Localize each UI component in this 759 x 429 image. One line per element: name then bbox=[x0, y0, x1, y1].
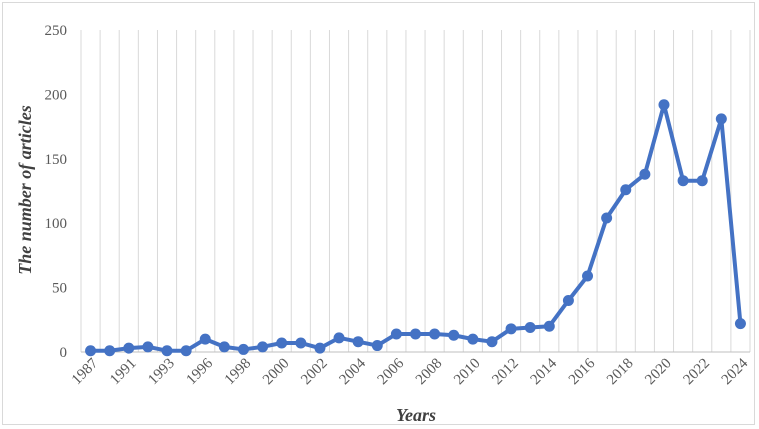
data-point bbox=[429, 328, 441, 340]
data-point bbox=[677, 175, 689, 187]
x-tick-label: 2014 bbox=[528, 355, 561, 388]
data-point bbox=[85, 345, 97, 357]
data-point bbox=[696, 175, 708, 187]
y-axis-title: The number of articles bbox=[15, 105, 35, 275]
data-point bbox=[199, 333, 211, 345]
data-point bbox=[104, 345, 116, 357]
data-point bbox=[543, 320, 555, 332]
data-point bbox=[371, 340, 383, 352]
y-tick-label: 250 bbox=[45, 23, 68, 39]
x-tick-label: 2000 bbox=[260, 356, 293, 389]
x-tick-label: 2006 bbox=[375, 355, 408, 388]
x-tick-label: 2010 bbox=[451, 356, 484, 389]
y-tick-label: 100 bbox=[45, 216, 68, 232]
x-tick-label: 1998 bbox=[222, 356, 255, 389]
x-tick-label: 2018 bbox=[604, 356, 637, 389]
y-axis-ticks: 0 50 100 150 200 250 bbox=[45, 23, 68, 361]
data-point bbox=[448, 329, 460, 341]
data-point bbox=[410, 328, 421, 340]
data-point bbox=[601, 212, 613, 224]
data-point bbox=[218, 341, 230, 353]
x-tick-label: 1991 bbox=[107, 356, 140, 389]
x-axis-ticks: 1987 1991 1993 1996 1998 2000 2002 2004 2006 2008… bbox=[69, 355, 752, 388]
x-tick-label: 2002 bbox=[298, 356, 331, 389]
x-tick-label: 2004 bbox=[336, 355, 369, 388]
data-point bbox=[582, 270, 594, 282]
x-tick-label: 2024 bbox=[719, 355, 752, 388]
data-point bbox=[390, 328, 402, 340]
series-points bbox=[85, 99, 746, 357]
data-point bbox=[257, 341, 269, 353]
data-point bbox=[715, 113, 727, 125]
y-tick-label: 150 bbox=[45, 152, 68, 168]
x-axis-title: Years bbox=[396, 405, 436, 425]
y-tick-label: 200 bbox=[45, 87, 68, 103]
data-point bbox=[180, 345, 192, 357]
x-tick-label: 1996 bbox=[184, 355, 217, 388]
gridlines bbox=[80, 30, 751, 353]
data-point bbox=[562, 294, 574, 306]
data-point bbox=[734, 318, 746, 330]
x-tick-label: 2022 bbox=[681, 356, 714, 389]
data-point bbox=[161, 345, 173, 357]
x-tick-label: 2016 bbox=[566, 355, 599, 388]
x-tick-label: 2012 bbox=[489, 356, 522, 389]
chart-frame bbox=[2, 2, 755, 425]
data-point bbox=[467, 333, 479, 345]
data-point bbox=[620, 184, 632, 196]
data-point bbox=[524, 322, 536, 334]
data-point bbox=[505, 323, 517, 335]
data-point bbox=[333, 332, 345, 344]
data-point bbox=[295, 337, 307, 349]
data-point bbox=[237, 343, 249, 355]
x-tick-label: 2020 bbox=[642, 356, 675, 389]
data-point bbox=[639, 168, 651, 180]
x-tick-label: 1987 bbox=[69, 355, 102, 388]
y-tick-label: 50 bbox=[52, 281, 67, 297]
data-point bbox=[486, 336, 498, 348]
data-point bbox=[276, 337, 288, 349]
data-point bbox=[352, 336, 364, 348]
x-tick-label: 2008 bbox=[413, 356, 446, 389]
data-point bbox=[123, 342, 135, 354]
y-tick-label: 0 bbox=[60, 345, 68, 361]
data-point bbox=[658, 99, 670, 111]
data-point bbox=[142, 341, 154, 353]
x-tick-label: 1993 bbox=[145, 356, 178, 389]
data-point bbox=[314, 342, 326, 354]
series-line bbox=[88, 102, 743, 353]
